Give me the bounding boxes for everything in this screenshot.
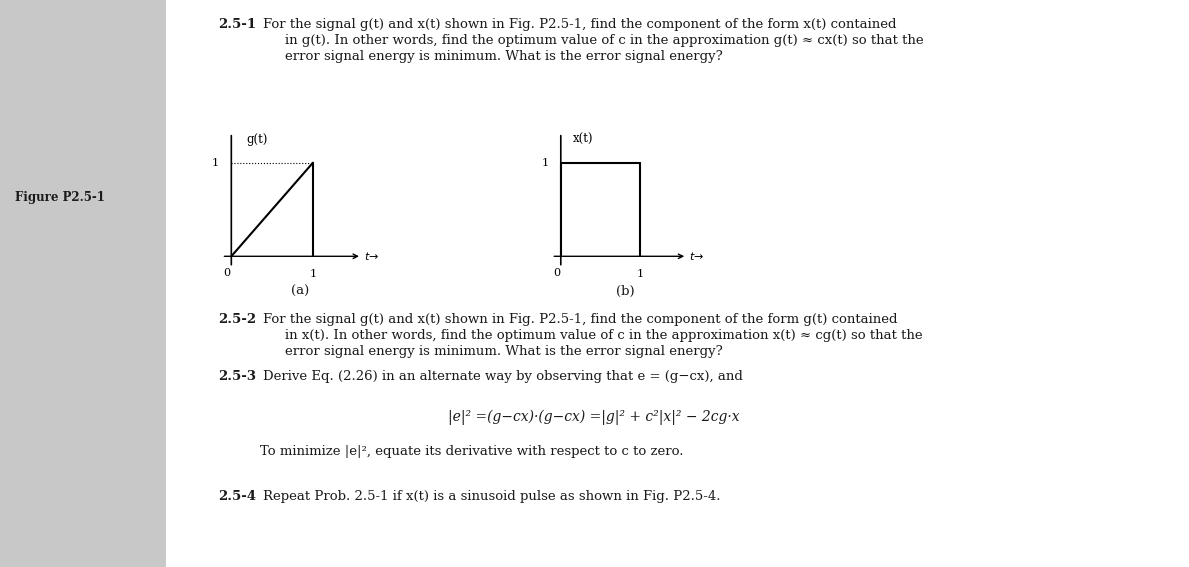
- Text: 1: 1: [542, 158, 549, 168]
- Text: $t\!\rightarrow$: $t\!\rightarrow$: [690, 250, 705, 263]
- Text: 2.5-2: 2.5-2: [218, 313, 256, 326]
- Text: (a): (a): [291, 285, 309, 298]
- Text: g(t): g(t): [246, 133, 268, 146]
- Text: 1: 1: [636, 269, 643, 280]
- Text: Derive Eq. (2.26) in an alternate way by observing that e = (g−cx), and: Derive Eq. (2.26) in an alternate way by…: [263, 370, 743, 383]
- Text: (b): (b): [616, 285, 634, 298]
- Text: error signal energy is minimum. What is the error signal energy?: error signal energy is minimum. What is …: [285, 345, 723, 358]
- Text: Repeat Prob. 2.5-1 if x(t) is a sinusoid pulse as shown in Fig. P2.5-4.: Repeat Prob. 2.5-1 if x(t) is a sinusoid…: [263, 490, 721, 503]
- Text: in g(t). In other words, find the optimum value of c in the approximation g(t) ≈: in g(t). In other words, find the optimu…: [285, 34, 924, 47]
- Text: |e|² =(g−cx)·(g−cx) =|g|² + c²|x|² − 2cg·x: |e|² =(g−cx)·(g−cx) =|g|² + c²|x|² − 2cg…: [448, 410, 740, 425]
- Text: error signal energy is minimum. What is the error signal energy?: error signal energy is minimum. What is …: [285, 50, 723, 63]
- Text: 0: 0: [553, 268, 560, 277]
- Text: For the signal g(t) and x(t) shown in Fig. P2.5-1, find the component of the for: For the signal g(t) and x(t) shown in Fi…: [263, 313, 898, 326]
- Text: For the signal g(t) and x(t) shown in Fig. P2.5-1, find the component of the for: For the signal g(t) and x(t) shown in Fi…: [263, 18, 897, 31]
- Text: $t\!\rightarrow$: $t\!\rightarrow$: [364, 250, 379, 263]
- Bar: [166, 0, 1189, 567]
- Text: Figure P2.5-1: Figure P2.5-1: [15, 192, 105, 205]
- Text: 2.5-1: 2.5-1: [218, 18, 256, 31]
- Text: 2.5-4: 2.5-4: [218, 490, 256, 503]
- Text: in x(t). In other words, find the optimum value of c in the approximation x(t) ≈: in x(t). In other words, find the optimu…: [285, 329, 923, 342]
- Text: 0: 0: [224, 268, 231, 277]
- Text: x(t): x(t): [573, 133, 593, 146]
- Text: 1: 1: [212, 158, 219, 168]
- Text: 2.5-3: 2.5-3: [218, 370, 256, 383]
- Text: 1: 1: [309, 269, 316, 280]
- Text: To minimize |e|², equate its derivative with respect to c to zero.: To minimize |e|², equate its derivative …: [260, 445, 684, 458]
